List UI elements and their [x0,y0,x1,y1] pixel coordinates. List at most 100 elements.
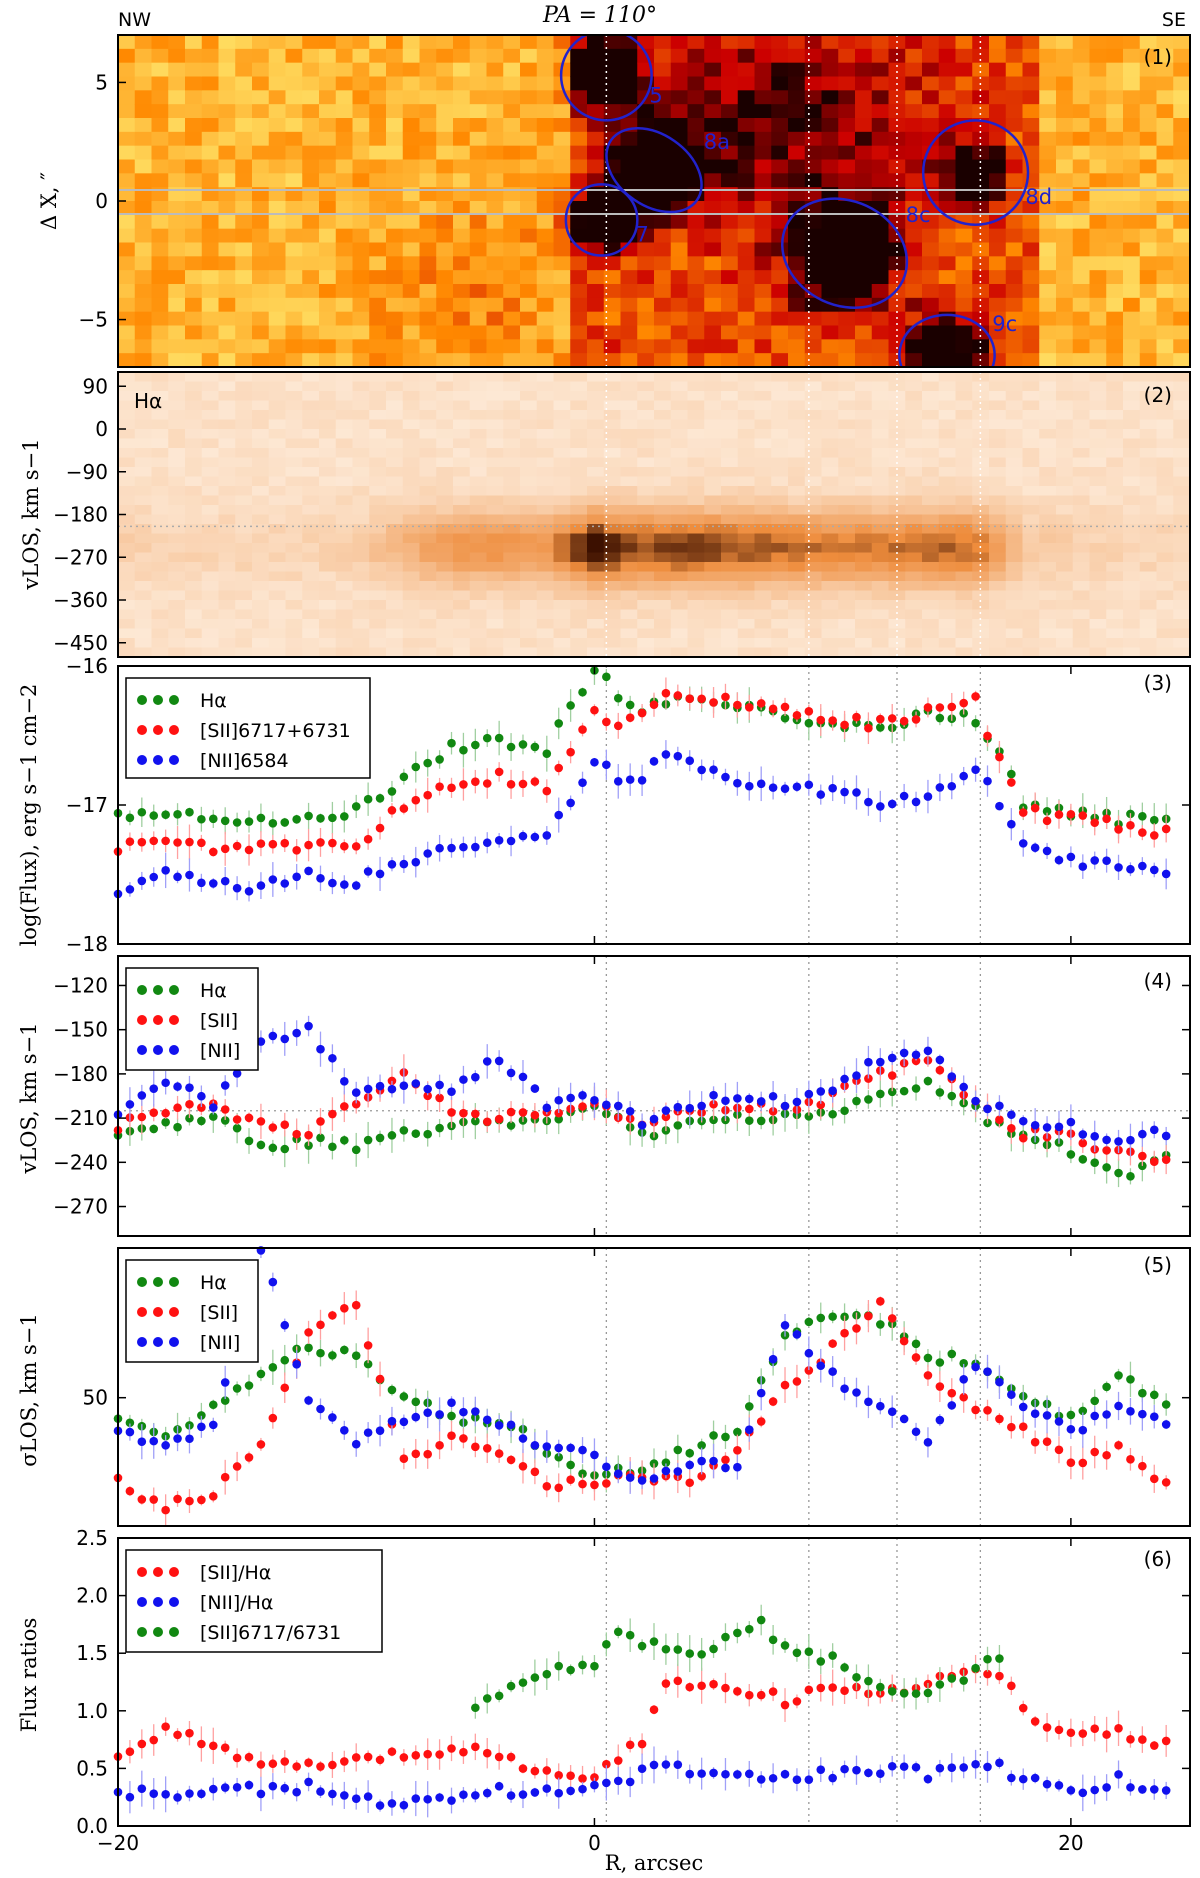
pv-cell [1005,438,1024,449]
pv-cell [218,543,236,554]
map-cell [285,256,303,271]
map-cell [402,228,421,244]
map-cell [754,311,772,327]
pv-cell [151,419,169,430]
pv-cell [252,438,270,449]
data-point [768,1397,778,1406]
data-point [220,876,230,886]
map-cell [704,48,722,64]
pv-cell [252,391,270,402]
data-point [399,772,409,782]
pv-cell [1022,552,1040,563]
pv-cell [938,647,957,657]
pv-cell [838,628,856,639]
pv-cell [486,448,504,459]
pv-cell [151,448,169,459]
pv-cell [788,543,806,554]
pv-cell [670,581,689,592]
data-point [1078,1138,1088,1148]
pv-cell [218,486,236,497]
pv-cell [788,429,806,440]
data-point [995,801,1004,811]
map-cell [570,48,588,64]
pv-cell [989,486,1007,497]
map-cell [804,297,823,313]
pv-cell [654,476,672,487]
data-point [185,1099,194,1109]
pv-cell [302,524,320,535]
pv-cell [1005,457,1024,468]
map-cell [587,311,605,327]
map-cell [369,214,387,230]
pv-cell [1039,419,1057,430]
pv-cell [570,628,588,639]
pv-cell [771,410,789,421]
pv-cell [118,505,136,516]
pv-cell [1056,391,1074,402]
pv-cell [1039,619,1057,630]
pv-cell [704,638,722,649]
map-cell [1173,145,1190,161]
pv-cell [302,609,320,620]
pv-cell [637,505,655,516]
pv-cell [453,533,471,544]
pv-cell [888,400,906,411]
map-cell [1123,284,1141,299]
pv-cell [386,400,404,411]
pv-cell [1139,448,1158,459]
pv-cell [670,381,689,392]
map-cell [386,242,404,257]
pv-cell [218,628,236,639]
pv-cell [637,486,655,497]
pv-cell [1139,505,1158,516]
pv-cell [1022,609,1040,620]
pv-cell [955,619,973,630]
pv-cell [888,438,906,449]
map-cell [938,173,957,188]
pv-cell [771,600,789,611]
pv-cell [1139,581,1158,592]
map-cell [185,201,203,216]
map-cell [151,201,169,216]
pv-cell [888,628,906,639]
data-point [292,1028,301,1038]
map-cell [687,48,705,64]
map-cell [369,145,387,161]
pv-cell [201,400,220,411]
map-cell [603,118,622,133]
map-cell [469,145,488,161]
map-cell [285,145,303,161]
pv-cell [469,533,488,544]
pv-cell [603,543,622,554]
data-point [828,1086,837,1096]
data-point [1018,839,1028,848]
data-point [149,872,159,882]
pv-cell [168,619,186,630]
data-point [1030,803,1040,813]
pv-cell [185,543,203,554]
data-point [304,1021,313,1031]
map-cell [1022,256,1040,271]
map-cell [553,339,571,354]
pv-cell [838,486,856,497]
pv-cell [201,524,220,535]
data-point [613,721,623,731]
pv-cell [922,476,940,487]
map-cell [1089,104,1107,119]
pv-cell [335,552,354,563]
pv-cell [587,381,605,392]
map-cell [989,228,1007,244]
map-cell [419,104,437,119]
data-point [899,791,909,801]
pv-cell [134,438,153,449]
map-cell [888,159,906,174]
data-point [208,814,218,824]
map-cell [704,284,722,299]
data-point [1114,1371,1123,1380]
pv-cell [151,619,169,630]
data-point [768,704,778,714]
pv-cell [1072,609,1091,620]
map-cell [1039,201,1057,216]
map-cell [553,214,571,230]
map-cell [838,48,856,64]
